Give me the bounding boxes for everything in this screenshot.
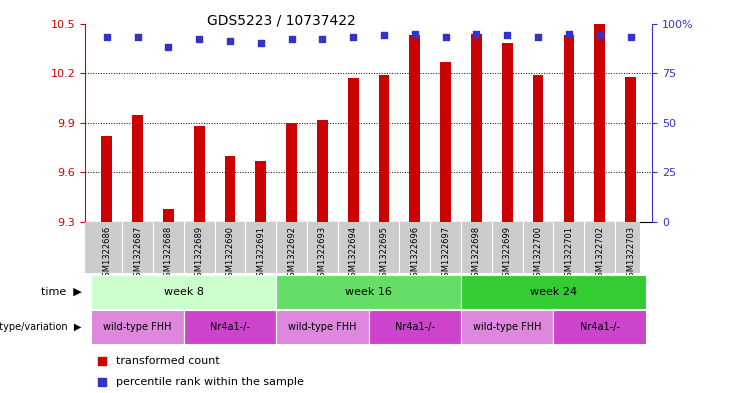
- Bar: [563, 35, 574, 222]
- Text: week 24: week 24: [530, 287, 577, 297]
- Text: GSM1322702: GSM1322702: [595, 226, 604, 282]
- Bar: [440, 62, 451, 222]
- Point: [378, 32, 390, 39]
- Bar: [369, 310, 461, 344]
- Text: GSM1322694: GSM1322694: [349, 226, 358, 282]
- Text: Nr4a1-/-: Nr4a1-/-: [579, 322, 619, 332]
- Text: genotype/variation  ▶: genotype/variation ▶: [0, 322, 82, 332]
- Text: GSM1322696: GSM1322696: [411, 226, 419, 282]
- Text: GSM1322691: GSM1322691: [256, 226, 265, 282]
- Point: [348, 34, 359, 40]
- Point: [439, 34, 451, 40]
- Text: GSM1322686: GSM1322686: [102, 226, 111, 283]
- Bar: [533, 75, 543, 222]
- Bar: [225, 156, 236, 222]
- Text: week 8: week 8: [164, 287, 204, 297]
- Bar: [132, 114, 143, 222]
- Bar: [102, 136, 112, 222]
- Text: percentile rank within the sample: percentile rank within the sample: [116, 377, 305, 387]
- Bar: [461, 275, 646, 309]
- Text: GSM1322690: GSM1322690: [225, 226, 234, 282]
- Bar: [276, 275, 461, 309]
- Bar: [256, 161, 266, 222]
- Point: [517, 264, 529, 271]
- Point: [563, 30, 575, 37]
- Text: GSM1322692: GSM1322692: [287, 226, 296, 282]
- Text: Nr4a1-/-: Nr4a1-/-: [210, 322, 250, 332]
- Bar: [286, 123, 297, 222]
- Bar: [594, 24, 605, 222]
- Text: Nr4a1-/-: Nr4a1-/-: [395, 322, 435, 332]
- Point: [286, 36, 298, 42]
- Point: [255, 40, 267, 47]
- Point: [594, 32, 605, 39]
- Text: GSM1322700: GSM1322700: [534, 226, 542, 282]
- Bar: [502, 44, 513, 222]
- Point: [193, 36, 205, 42]
- Point: [532, 34, 544, 40]
- Bar: [163, 209, 174, 222]
- Bar: [410, 35, 420, 222]
- Point: [224, 38, 236, 44]
- Bar: [184, 310, 276, 344]
- Text: GSM1322693: GSM1322693: [318, 226, 327, 282]
- Text: GSM1322697: GSM1322697: [441, 226, 451, 282]
- Text: week 16: week 16: [345, 287, 392, 297]
- Text: wild-type FHH: wild-type FHH: [288, 322, 356, 332]
- Text: GSM1322698: GSM1322698: [472, 226, 481, 282]
- Point: [625, 34, 637, 40]
- Bar: [276, 310, 369, 344]
- Point: [471, 30, 482, 37]
- Point: [101, 34, 113, 40]
- Bar: [194, 126, 205, 222]
- Point: [162, 44, 174, 51]
- Point: [316, 36, 328, 42]
- Bar: [554, 310, 646, 344]
- Bar: [317, 119, 328, 222]
- Bar: [91, 310, 184, 344]
- Text: GSM1322687: GSM1322687: [133, 226, 142, 283]
- Text: GSM1322695: GSM1322695: [379, 226, 388, 282]
- Point: [502, 32, 514, 39]
- Text: GSM1322701: GSM1322701: [565, 226, 574, 282]
- Text: GSM1322688: GSM1322688: [164, 226, 173, 283]
- Point: [409, 30, 421, 37]
- Text: wild-type FHH: wild-type FHH: [473, 322, 542, 332]
- Bar: [471, 33, 482, 222]
- Point: [517, 80, 529, 86]
- Text: GSM1322703: GSM1322703: [626, 226, 635, 282]
- Text: time  ▶: time ▶: [41, 287, 82, 297]
- Text: GSM1322699: GSM1322699: [503, 226, 512, 282]
- Bar: [625, 77, 636, 222]
- Text: GDS5223 / 10737422: GDS5223 / 10737422: [207, 14, 356, 28]
- Point: [132, 34, 144, 40]
- Text: wild-type FHH: wild-type FHH: [103, 322, 172, 332]
- Text: GSM1322689: GSM1322689: [195, 226, 204, 282]
- Bar: [91, 275, 276, 309]
- Bar: [379, 75, 390, 222]
- Bar: [461, 310, 554, 344]
- Text: transformed count: transformed count: [116, 356, 220, 366]
- Bar: [348, 78, 359, 222]
